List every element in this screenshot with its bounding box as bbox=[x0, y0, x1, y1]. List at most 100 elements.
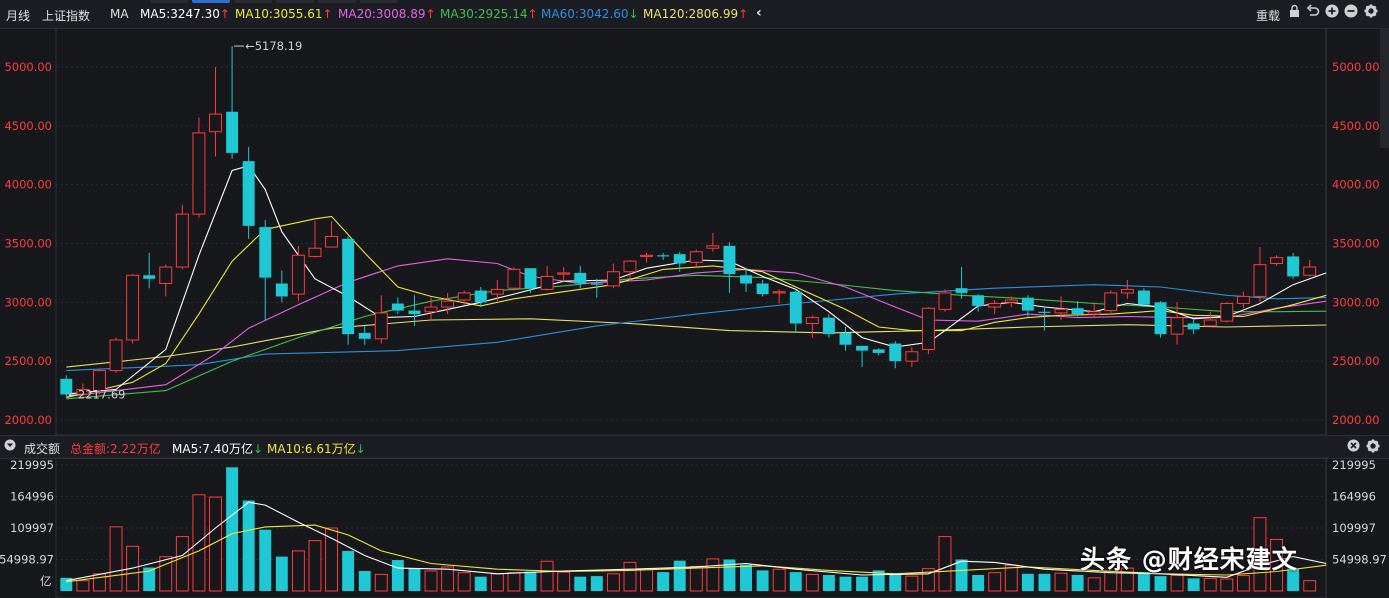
candle-body-down bbox=[1038, 311, 1051, 313]
ma30-text: MA30:2925.14 bbox=[440, 7, 528, 21]
candle-body-up bbox=[175, 213, 189, 268]
min-price-label: ←2217.69 bbox=[68, 387, 125, 401]
close-volume-icon[interactable] bbox=[1347, 439, 1360, 455]
ma120-text: MA120:2806.99 bbox=[643, 7, 739, 21]
volume-bar-down bbox=[740, 564, 752, 591]
volume-bar-up bbox=[159, 556, 173, 592]
tab-3[interactable] bbox=[234, 0, 272, 3]
tab-5[interactable] bbox=[318, 0, 356, 3]
candle-body-down bbox=[60, 378, 73, 395]
volume-bar-up bbox=[1087, 577, 1101, 592]
price-tick-left: 4000.00 bbox=[4, 178, 52, 192]
candle-body-down bbox=[342, 238, 355, 335]
candle-body-up bbox=[772, 291, 786, 294]
candle-body-down bbox=[972, 295, 985, 306]
volume-tick-right: 219995 bbox=[1332, 458, 1376, 472]
index-name[interactable]: 上证指数 bbox=[42, 9, 91, 23]
candle-body-up bbox=[441, 300, 455, 308]
candle-body-up bbox=[938, 292, 952, 310]
volume-bar-down bbox=[723, 559, 736, 591]
right-scrollbar[interactable] bbox=[1380, 28, 1389, 148]
tab-4[interactable] bbox=[276, 0, 314, 3]
volume-bar-down bbox=[972, 574, 985, 591]
ma120-line bbox=[66, 318, 1327, 368]
zoom-out-icon[interactable] bbox=[1344, 4, 1358, 22]
volume-bar-down bbox=[524, 571, 537, 591]
adjust-button[interactable]: 重载 bbox=[1256, 9, 1281, 23]
ma20-up-arrow-icon: ↑ bbox=[425, 7, 436, 21]
undo-icon[interactable] bbox=[1306, 4, 1320, 22]
collapse-chevron-icon[interactable]: ‹ bbox=[756, 5, 762, 21]
volume-bar-up bbox=[772, 568, 786, 592]
volume-bar-down bbox=[955, 559, 968, 591]
candle-body-up bbox=[921, 307, 935, 350]
volume-bar-up bbox=[1270, 538, 1284, 592]
candle-body-down bbox=[789, 291, 802, 324]
ma30-up-arrow-icon: ↑ bbox=[527, 7, 538, 21]
candle-body-down bbox=[1071, 308, 1084, 315]
candle-body-up bbox=[126, 274, 140, 341]
candle-body-up bbox=[308, 247, 322, 257]
volume-bar-down bbox=[856, 576, 869, 591]
volume-chart[interactable]: 219995 219995 164996 164996 109997 109997 5499… bbox=[0, 457, 1389, 598]
volume-bar-down bbox=[1154, 576, 1167, 591]
volume-bar-down bbox=[259, 529, 272, 591]
price-tick-left: 2500.00 bbox=[4, 354, 52, 368]
tab-1[interactable] bbox=[150, 0, 188, 3]
lock-icon[interactable] bbox=[1289, 4, 1300, 22]
volume-bar-up bbox=[706, 558, 720, 592]
volume-bar-up bbox=[1054, 572, 1068, 592]
volume-ma10-text: MA10:6.61万亿 bbox=[267, 442, 356, 456]
volume-bar-up bbox=[457, 572, 471, 592]
tab-strip bbox=[150, 0, 550, 3]
volume-bar-down bbox=[275, 556, 288, 591]
candle-body-up bbox=[1236, 295, 1250, 305]
price-chart[interactable]: 5000.00 4500.00 4000.00 3500.00 3000.00 2500.… bbox=[0, 28, 1389, 435]
candle-body-up bbox=[706, 245, 720, 249]
volume-bar-up bbox=[175, 536, 189, 592]
candle-body-down bbox=[143, 275, 156, 279]
volume-bar-down bbox=[474, 576, 487, 591]
volume-bar-up bbox=[291, 550, 305, 592]
candle-body-down bbox=[474, 290, 487, 303]
volume-bar-up bbox=[308, 540, 322, 592]
candle-body-down bbox=[358, 332, 371, 339]
tab-6[interactable] bbox=[360, 0, 398, 3]
tab-2[interactable] bbox=[192, 0, 230, 3]
candle-body-up bbox=[1004, 299, 1018, 303]
ma30-value: MA30:2925.14↑ bbox=[440, 7, 538, 21]
period-label[interactable]: 月线 bbox=[6, 9, 31, 23]
collapse-volume-icon[interactable] bbox=[4, 439, 16, 454]
volume-bar-up bbox=[606, 573, 620, 592]
candle-body-down bbox=[856, 345, 869, 351]
volume-bar-down bbox=[889, 573, 902, 591]
volume-bar-down bbox=[242, 500, 255, 591]
ma10-text: MA10:3055.61 bbox=[235, 7, 323, 21]
candle-body-up bbox=[159, 266, 173, 285]
volume-title[interactable]: 成交额 bbox=[24, 442, 61, 456]
volume-bar-down bbox=[756, 570, 769, 591]
candle-body-up bbox=[1120, 288, 1134, 294]
candle-body-up bbox=[424, 306, 438, 313]
candle-body-up bbox=[1054, 308, 1068, 314]
volume-bar-up bbox=[1170, 575, 1184, 592]
ma120-up-arrow-icon: ↑ bbox=[738, 7, 749, 21]
zoom-in-icon[interactable] bbox=[1325, 4, 1339, 22]
volume-settings-gear-icon[interactable] bbox=[1366, 439, 1380, 456]
volume-bar-down bbox=[1038, 573, 1051, 591]
volume-bar-up bbox=[689, 565, 703, 592]
volume-tick-right: 164996 bbox=[1332, 490, 1376, 504]
candle-body-up bbox=[1104, 292, 1118, 312]
price-tick-left: 3500.00 bbox=[4, 237, 52, 251]
volume-bar-up bbox=[92, 573, 106, 592]
volume-total: 总金额:2.22万亿 bbox=[70, 442, 161, 456]
candle-body-down bbox=[1021, 297, 1034, 311]
volume-bar-down bbox=[1021, 573, 1034, 591]
volume-bar-up bbox=[490, 573, 504, 592]
candle-body-up bbox=[490, 288, 504, 295]
volume-bar-down bbox=[342, 550, 355, 591]
volume-bar-down bbox=[226, 467, 239, 591]
ma-label[interactable]: MA bbox=[110, 7, 129, 21]
volume-tick-left: 164996 bbox=[10, 490, 54, 504]
settings-gear-icon[interactable] bbox=[1364, 4, 1378, 22]
